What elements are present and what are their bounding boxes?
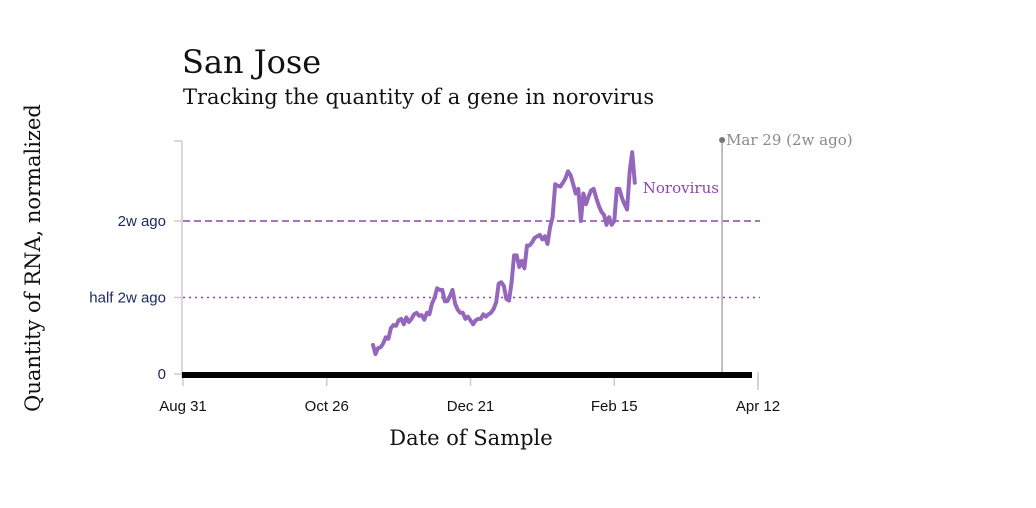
chart-subtitle: Tracking the quantity of a gene in norov… [183, 85, 654, 109]
y-axis-title: Quantity of RNA, normalized [21, 104, 45, 412]
x-tick-label: Feb 15 [591, 398, 638, 415]
marker-label: Mar 29 (2w ago) [726, 131, 853, 149]
x-tick-label: Dec 21 [447, 398, 495, 415]
x-tick-label: Apr 12 [736, 398, 780, 415]
y-tick-label: half 2w ago [89, 290, 166, 307]
x-tick-label: Aug 31 [159, 398, 207, 415]
x-axis-title: Date of Sample [389, 426, 552, 450]
y-tick-label: 2w ago [118, 213, 166, 230]
marker-dot [719, 137, 726, 143]
y-tick-label: 0 [158, 366, 166, 383]
chart-title: San Jose [182, 43, 321, 81]
series-label: Norovirus [643, 179, 719, 197]
series-line-norovirus [371, 150, 637, 357]
x-tick-label: Oct 26 [305, 398, 349, 415]
